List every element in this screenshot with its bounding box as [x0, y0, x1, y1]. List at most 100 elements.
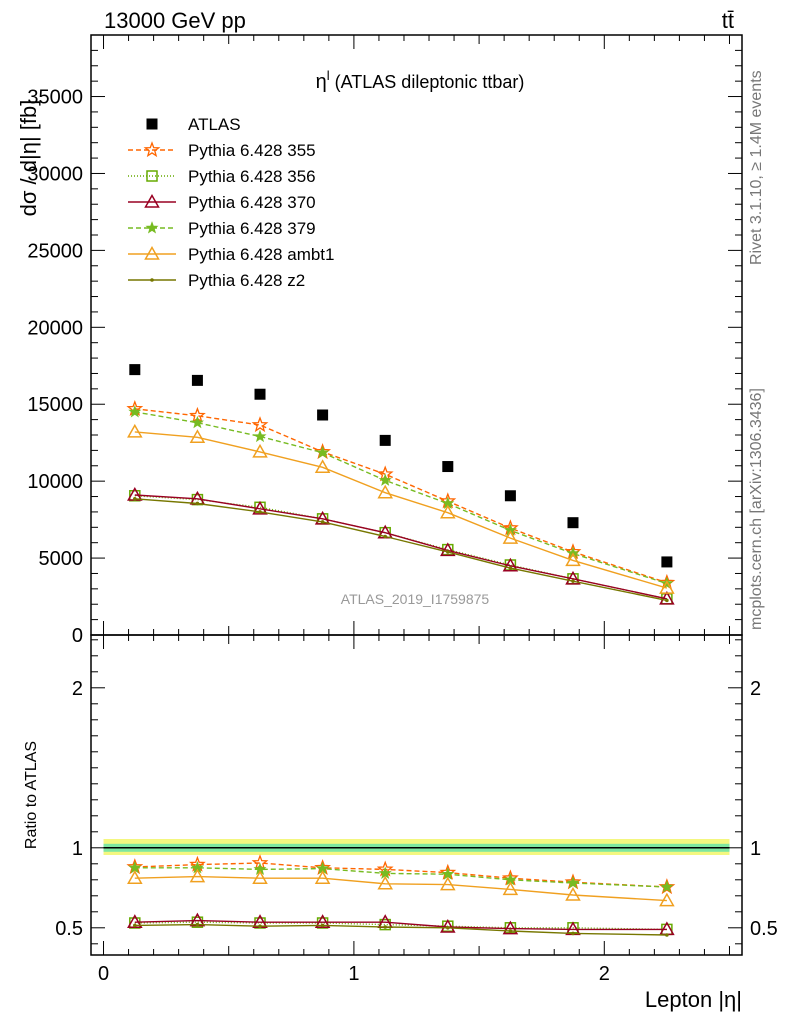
legend-label-pythia-6-428-ambt1: Pythia 6.428 ambt1 — [188, 245, 334, 264]
series-point-pythia-6-428-z2 — [445, 550, 450, 554]
series-point-pythia-6-428-ambt1 — [252, 443, 268, 458]
series-point-pythia-6-428-z2 — [383, 925, 388, 929]
series-point-pythia-6-428-ambt1 — [314, 870, 331, 884]
series-point-pythia-6-428-z2 — [195, 501, 200, 506]
series-point-atlas — [129, 364, 141, 376]
ratio-panel: 0 1 2 0.5 0.5 1 1 2 2 — [55, 634, 778, 985]
series-point-pythia-6-428-ambt1 — [377, 875, 393, 890]
x-tick-label: 1 — [348, 963, 359, 985]
series-point-pythia-6-428-z2 — [383, 534, 388, 539]
legend-marker-pythia-6-428-370 — [144, 193, 160, 208]
series-point-pythia-6-428-z2 — [445, 926, 450, 930]
series-line-pythia-6-428-370 — [134, 919, 667, 931]
watermark: ATLAS_2019_I1759875 — [341, 591, 490, 607]
series-point-pythia-6-428-z2 — [320, 923, 325, 928]
series-line-pythia-6-428-355 — [134, 408, 668, 584]
series-point-pythia-6-428-ambt1 — [377, 484, 393, 499]
chart-title-rest: (ATLAS dileptonic ttbar) — [330, 72, 525, 92]
series-line-pythia-6-428-356 — [134, 495, 668, 600]
series-point-atlas — [504, 490, 516, 502]
series-point-pythia-6-428-z2 — [571, 579, 575, 583]
series-line-pythia-6-428-ambt1 — [134, 875, 667, 902]
series-point-pythia-6-428-ambt1 — [565, 886, 581, 901]
main-panel: 0 5000 10000 15000 20000 25000 30000 35000 — [27, 34, 743, 647]
series-point-pythia-6-428-370 — [314, 510, 331, 525]
series-point-pythia-6-428-355 — [658, 878, 676, 895]
ratio-y-tick-label-right: 2 — [750, 678, 761, 700]
series-point-pythia-6-428-z2 — [508, 929, 513, 933]
series-line-pythia-6-428-356 — [134, 921, 667, 931]
main-ylabel: dσ / d|η| [fb] — [16, 100, 41, 217]
series-point-pythia-6-428-ambt1 — [314, 459, 331, 474]
series-point-atlas — [317, 409, 329, 421]
legend-marker-pythia-6-428-z2 — [150, 278, 154, 282]
series-point-pythia-6-428-379 — [378, 866, 392, 879]
chart-title-main: η — [316, 71, 327, 93]
series-point-pythia-6-428-355 — [251, 416, 269, 433]
series-point-pythia-6-428-ambt1 — [659, 892, 675, 907]
process-label: tt̄ — [722, 8, 734, 33]
x-tick-label: 0 — [98, 963, 109, 985]
x-tick-label: 2 — [599, 963, 610, 985]
series-point-atlas — [191, 374, 203, 386]
series-point-pythia-6-428-ambt1 — [127, 870, 143, 884]
y-tick-label: 0 — [72, 625, 83, 647]
series-point-pythia-6-428-379 — [190, 415, 204, 429]
ratio-xlabel: Lepton |η| — [645, 987, 742, 1012]
series-point-pythia-6-428-370 — [502, 557, 519, 572]
series-point-pythia-6-428-ambt1 — [565, 552, 581, 567]
y-tick-label: 5000 — [39, 548, 84, 570]
series-point-pythia-6-428-379 — [128, 405, 142, 418]
legend-label-atlas: ATLAS — [188, 115, 241, 134]
y-tick-label: 35000 — [27, 87, 83, 109]
chart-title: ηl (ATLAS dileptonic ttbar) — [316, 68, 525, 93]
legend-label-pythia-6-428-370: Pythia 6.428 370 — [188, 193, 316, 212]
series-point-pythia-6-428-370 — [252, 500, 268, 515]
series-point-pythia-6-428-z2 — [665, 933, 669, 937]
legend: ATLAS Pythia 6.428 355 Pythia 6.428 356 Pyt… — [128, 115, 334, 290]
ratio-y-tick-label-right: 0.5 — [750, 918, 778, 940]
series-point-pythia-6-428-379 — [128, 860, 142, 874]
series-point-pythia-6-428-ambt1 — [127, 423, 143, 438]
legend-marker-atlas — [146, 118, 158, 130]
series-point-pythia-6-428-z2 — [665, 598, 669, 603]
y-tick-label: 20000 — [27, 317, 83, 339]
ratio-y-tick-label: 0.5 — [55, 918, 83, 940]
series-point-pythia-6-428-379 — [253, 429, 267, 443]
series-point-pythia-6-428-370 — [502, 920, 519, 935]
series-point-atlas — [567, 517, 579, 529]
mcplots-label: mcplots.cern.ch [arXiv:1306.3436] — [748, 388, 765, 630]
series-point-pythia-6-428-ambt1 — [189, 868, 206, 883]
series-point-atlas — [442, 461, 454, 473]
y-tick-label: 15000 — [27, 394, 83, 416]
series-point-pythia-6-428-379 — [660, 880, 674, 893]
series-point-pythia-6-428-ambt1 — [659, 580, 675, 594]
legend-label-pythia-6-428-z2: Pythia 6.428 z2 — [188, 271, 305, 290]
series-point-pythia-6-428-379 — [316, 445, 330, 459]
series-point-atlas — [254, 388, 266, 400]
series-point-pythia-6-428-370 — [659, 590, 675, 605]
legend-label-pythia-6-428-355: Pythia 6.428 355 — [188, 141, 316, 160]
legend-marker-pythia-6-428-379 — [145, 221, 159, 234]
series-point-pythia-6-428-z2 — [133, 923, 137, 928]
series-point-pythia-6-428-z2 — [571, 931, 575, 936]
series-point-pythia-6-428-370 — [565, 570, 581, 585]
ratio-ylabel: Ratio to ATLAS — [23, 741, 40, 849]
series-line-pythia-6-428-z2 — [134, 498, 668, 602]
series-point-pythia-6-428-379 — [441, 867, 455, 880]
series-point-pythia-6-428-ambt1 — [440, 876, 456, 891]
series-point-atlas — [379, 434, 391, 446]
ratio-y-tick-label: 1 — [72, 838, 83, 860]
series-point-pythia-6-428-ambt1 — [252, 870, 268, 884]
chart-title-sup: l — [327, 68, 330, 83]
series-line-pythia-6-428-370 — [134, 494, 668, 600]
series-point-pythia-6-428-379 — [378, 473, 392, 486]
series-point-atlas — [661, 556, 673, 568]
series-point-pythia-6-428-z2 — [508, 566, 513, 570]
ratio-frame — [90, 634, 743, 956]
series-point-pythia-6-428-z2 — [258, 924, 262, 928]
y-tick-label: 10000 — [27, 471, 83, 493]
legend-marker-pythia-6-428-ambt1 — [144, 245, 160, 260]
series-point-pythia-6-428-ambt1 — [189, 429, 206, 444]
